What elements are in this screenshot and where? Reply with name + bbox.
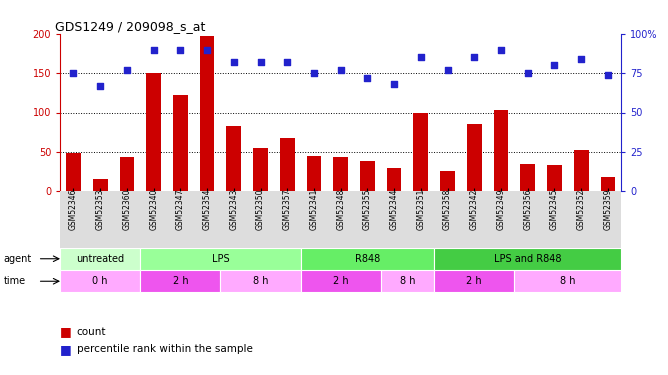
Point [469,54,480,60]
Text: 0 h: 0 h [92,276,108,286]
Bar [360,161,375,191]
Bar [381,270,434,292]
Bar [253,148,268,191]
Text: agent: agent [3,254,31,264]
Bar [601,177,615,191]
Bar [93,180,108,191]
Bar [413,112,428,191]
Point [335,67,346,73]
Text: ■: ■ [60,326,72,338]
Point [95,83,106,89]
Point [228,59,239,65]
Point [415,54,426,60]
Text: ■: ■ [60,343,72,356]
Point [309,70,319,76]
Bar [173,95,188,191]
Bar [440,171,455,191]
Text: 8 h: 8 h [399,276,415,286]
Point [603,72,613,78]
Text: count: count [77,327,106,337]
Point [522,70,533,76]
Bar [60,248,140,270]
Point [68,70,79,76]
Bar [301,270,381,292]
Bar [140,270,220,292]
Bar [547,165,562,191]
Bar [146,73,161,191]
Bar [434,248,621,270]
Text: LPS: LPS [212,254,229,264]
Bar [434,270,514,292]
Bar [226,126,241,191]
Point [282,59,293,65]
Point [389,81,399,87]
Bar [200,36,214,191]
Bar [66,153,81,191]
Text: time: time [3,276,25,286]
Text: 2 h: 2 h [333,276,349,286]
Point [362,75,373,81]
Text: 8 h: 8 h [253,276,269,286]
Bar [333,157,348,191]
Text: 2 h: 2 h [172,276,188,286]
Text: untreated: untreated [76,254,124,264]
Point [255,59,266,65]
Point [122,67,132,73]
Bar [574,150,589,191]
Bar [220,270,301,292]
Point [148,46,159,53]
Text: percentile rank within the sample: percentile rank within the sample [77,345,253,354]
Bar [520,164,535,191]
Point [175,46,186,53]
Bar [60,270,140,292]
Text: GDS1249 / 209098_s_at: GDS1249 / 209098_s_at [55,20,205,33]
Point [202,46,212,53]
Text: R848: R848 [355,254,380,264]
Bar [301,248,434,270]
Text: 8 h: 8 h [560,276,576,286]
Point [496,46,506,53]
Bar [120,158,134,191]
Point [576,56,587,62]
Bar [387,168,401,191]
Bar [494,110,508,191]
Bar [140,248,301,270]
Bar [467,123,482,191]
Bar [280,138,295,191]
Point [442,67,453,73]
Text: 2 h: 2 h [466,276,482,286]
Point [549,62,560,68]
Bar [307,156,321,191]
Bar [514,270,621,292]
Text: LPS and R848: LPS and R848 [494,254,562,264]
